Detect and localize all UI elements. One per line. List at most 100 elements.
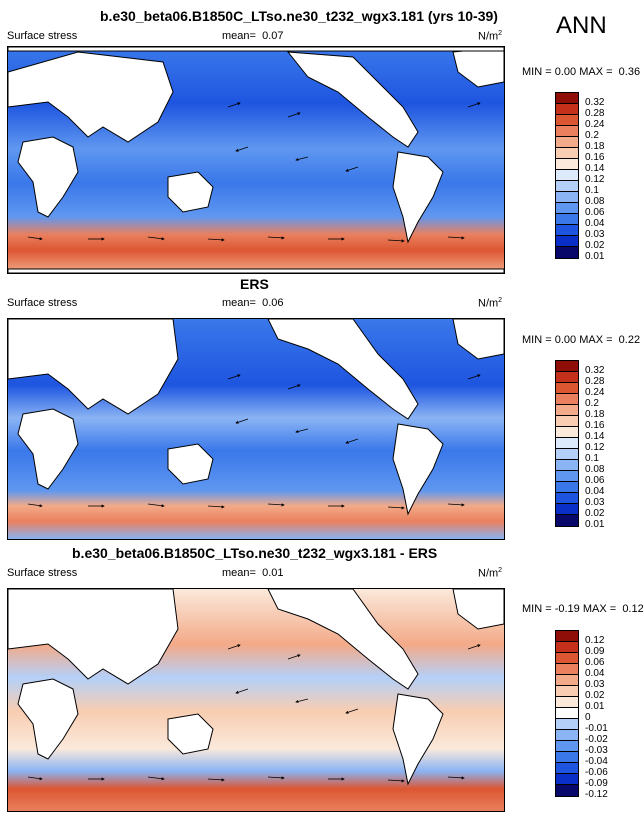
panel-2-colorbar-swatch — [556, 427, 578, 438]
panel-2-colorbar-swatch — [556, 416, 578, 427]
panel-1-colorbar-swatch — [556, 126, 578, 137]
panel-1-vectors — [27, 102, 481, 243]
panel-3-cbar-label: -0.04 — [585, 756, 608, 767]
panel-3-cbar-label: 0.12 — [585, 635, 605, 646]
panel-3-title: b.e30_beta06.B1850C_LTso.ne30_t232_wgx3.… — [72, 545, 438, 561]
panel-2-cbar-label: 0.14 — [585, 431, 605, 442]
panel-3-cbar-label: -0.06 — [585, 767, 608, 778]
panel-1-cbar-label: 0.1 — [585, 185, 599, 196]
panel-3-cbar-label: 0.04 — [585, 668, 605, 679]
panel-2-colorbar-swatch — [556, 493, 578, 504]
panel-2-variable: Surface stress — [7, 297, 78, 309]
panel-2-cbar-label: 0.24 — [585, 387, 605, 398]
panel-3-colorbar-swatch — [556, 631, 578, 642]
panel-1-minmax: MIN = 0.00 MAX = 0.36 — [522, 66, 641, 78]
panel-2-cbar-label: 0.03 — [585, 497, 605, 508]
panel-3-colorbar-swatch — [556, 675, 578, 686]
panel-1-cbar-label: 0.28 — [585, 108, 605, 119]
panel-2-cbar-label: 0.2 — [585, 398, 599, 409]
panel-2-colorbar-swatch — [556, 449, 578, 460]
panel-3-colorbar-swatch — [556, 697, 578, 708]
panel-1-colorbar-swatch — [556, 115, 578, 126]
panel-2-cbar-label: 0.02 — [585, 508, 605, 519]
panel-3-minmax: MIN = -0.19 MAX = 0.12 — [522, 603, 643, 615]
panel-2-colorbar-swatch — [556, 471, 578, 482]
panel-1-land — [8, 47, 504, 273]
panel-3-map — [7, 588, 505, 812]
panel-2-cbar-label: 0.1 — [585, 453, 599, 464]
panel-2-colorbar-swatch — [556, 405, 578, 416]
panel-2-mean-value: 0.06 — [262, 297, 284, 309]
panel-3-colorbar-swatch — [556, 730, 578, 741]
panel-2-map-field — [8, 319, 504, 539]
panel-1-colorbar — [555, 92, 579, 259]
panel-1-cbar-label: 0.16 — [585, 152, 605, 163]
panel-1-colorbar-swatch — [556, 104, 578, 115]
panel-1-colorbar-swatch — [556, 225, 578, 236]
panel-2-cbar-label: 0.01 — [585, 519, 605, 530]
panel-1-colorbar-swatch — [556, 236, 578, 247]
panel-1-map-field — [8, 47, 504, 273]
panel-3-colorbar-swatch — [556, 741, 578, 752]
panel-2-cbar-label: 0.08 — [585, 464, 605, 475]
panel-1-title: b.e30_beta06.B1850C_LTso.ne30_t232_wgx3.… — [100, 8, 498, 24]
panel-3-cbar-label: 0.09 — [585, 646, 605, 657]
panel-3-colorbar-swatch — [556, 642, 578, 653]
panel-2-colorbar-swatch — [556, 515, 578, 526]
panel-2-colorbar-swatch — [556, 383, 578, 394]
panel-1-map — [7, 46, 505, 274]
panel-1-cbar-label: 0.04 — [585, 218, 605, 229]
panel-3-cbar-label: 0.03 — [585, 679, 605, 690]
panel-1-colorbar-swatch — [556, 170, 578, 181]
panel-1-cbar-label: 0.32 — [585, 97, 605, 108]
panel-2-colorbar-swatch — [556, 361, 578, 372]
panel-1-colorbar-swatch — [556, 159, 578, 170]
panel-2-cbar-label: 0.06 — [585, 475, 605, 486]
panel-1-colorbar-swatch — [556, 247, 578, 258]
panel-2-vectors — [27, 374, 481, 510]
panel-3-cbar-label: -0.02 — [585, 734, 608, 745]
panel-1-colorbar-swatch — [556, 214, 578, 225]
panel-3-mean: mean= 0.01 — [222, 567, 284, 579]
panel-2-colorbar-swatch — [556, 460, 578, 471]
panel-3-colorbar-swatch — [556, 763, 578, 774]
panel-1-cbar-label: 0.18 — [585, 141, 605, 152]
panel-1-colorbar-swatch — [556, 181, 578, 192]
panel-1-cbar-label: 0.03 — [585, 229, 605, 240]
panel-1-cbar-label: 0.01 — [585, 251, 605, 262]
panel-3-cbar-label: 0 — [585, 712, 591, 723]
panel-2-colorbar-swatch — [556, 504, 578, 515]
panel-3-colorbar-swatch — [556, 686, 578, 697]
panel-2-map — [7, 318, 505, 540]
panel-3-cbar-label: 0.06 — [585, 657, 605, 668]
panel-3-cbar-label: -0.01 — [585, 723, 608, 734]
panel-2-cbar-label: 0.18 — [585, 409, 605, 420]
panel-3-land — [8, 589, 504, 786]
panel-1-colorbar-swatch — [556, 93, 578, 104]
panel-2-units: N/m2 — [478, 297, 503, 310]
panel-1-colorbar-swatch — [556, 192, 578, 203]
panel-1-variable: Surface stress — [7, 30, 78, 42]
panel-3-colorbar-swatch — [556, 719, 578, 730]
panel-2-mean: mean= 0.06 — [222, 297, 284, 309]
panel-2-cbar-label: 0.12 — [585, 442, 605, 453]
panel-3-colorbar-swatch — [556, 708, 578, 719]
panel-1-colorbar-swatch — [556, 148, 578, 159]
panel-1-colorbar-swatch — [556, 203, 578, 214]
panel-3-vectors — [27, 644, 481, 783]
panel-2-colorbar-swatch — [556, 372, 578, 383]
panel-1-cbar-label: 0.06 — [585, 207, 605, 218]
panel-3-mean-value: 0.01 — [262, 567, 284, 579]
panel-3-units: N/m2 — [478, 567, 503, 580]
panel-3-colorbar-swatch — [556, 664, 578, 675]
panel-2-colorbar-swatch — [556, 394, 578, 405]
panel-3-colorbar-swatch — [556, 653, 578, 664]
panel-2-cbar-label: 0.16 — [585, 420, 605, 431]
panel-3-variable: Surface stress — [7, 567, 78, 579]
panel-2-minmax: MIN = 0.00 MAX = 0.22 — [522, 334, 641, 346]
panel-2-colorbar-swatch — [556, 438, 578, 449]
panel-3-cbar-label: 0.01 — [585, 701, 605, 712]
panel-1-cbar-label: 0.14 — [585, 163, 605, 174]
panel-1-cbar-label: 0.12 — [585, 174, 605, 185]
panel-3-colorbar — [555, 630, 579, 797]
